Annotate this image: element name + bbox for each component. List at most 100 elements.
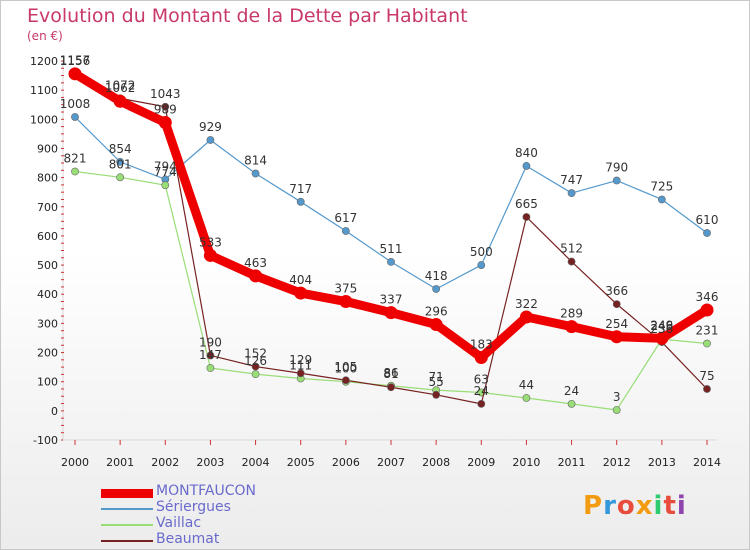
legend-swatch	[101, 488, 153, 498]
data-point	[522, 394, 531, 402]
y-tick-label: 400	[37, 288, 58, 301]
x-tick-label: 2014	[693, 456, 721, 469]
data-label: 183	[470, 337, 493, 351]
data-label: 463	[244, 256, 267, 270]
data-label: 111	[289, 358, 312, 372]
legend-label: Sériergues	[156, 499, 231, 515]
x-tick-label: 2006	[332, 456, 360, 469]
data-label: 801	[109, 157, 132, 171]
y-tick-label: 1200	[30, 55, 58, 68]
data-label: 337	[380, 293, 403, 307]
data-label: 511	[380, 242, 403, 256]
data-point	[387, 383, 395, 392]
data-label: 794	[154, 159, 177, 173]
data-point	[116, 157, 125, 166]
x-tick-label: 2007	[377, 456, 405, 469]
data-label: 1062	[105, 81, 136, 95]
data-point	[341, 227, 350, 235]
data-point	[296, 197, 305, 206]
data-label: 322	[515, 297, 538, 311]
data-label: 296	[425, 305, 448, 319]
data-point	[251, 370, 260, 379]
x-tick-label: 2011	[558, 456, 586, 469]
x-tick-label: 2005	[287, 456, 315, 469]
data-point	[612, 300, 621, 309]
x-tick-label: 2002	[151, 456, 179, 469]
data-point	[296, 369, 305, 378]
x-tick-label: 2013	[648, 456, 676, 469]
data-point	[161, 102, 170, 111]
data-label: 1043	[150, 87, 181, 101]
data-label: 821	[64, 151, 87, 165]
data-point	[116, 173, 125, 182]
data-label: 126	[244, 354, 267, 368]
legend-label: MONTFAUCON	[156, 483, 256, 499]
data-point	[474, 350, 488, 364]
data-point	[703, 229, 711, 237]
data-label: 71	[429, 370, 444, 384]
data-point	[655, 331, 669, 345]
data-label: 814	[244, 154, 267, 168]
data-label: 24	[474, 384, 489, 398]
data-label: 249	[650, 318, 673, 332]
y-tick-label: 600	[37, 230, 58, 243]
y-tick-label: 800	[37, 172, 58, 185]
x-tick-label: 2010	[512, 456, 540, 469]
data-point	[384, 306, 398, 320]
data-label: 1072	[105, 78, 136, 92]
data-label: 1156	[60, 54, 91, 68]
data-label: 717	[289, 182, 312, 196]
y-tick-label: 1000	[30, 113, 58, 126]
data-point	[251, 362, 260, 371]
data-point	[700, 303, 714, 317]
data-label: 63	[474, 372, 489, 386]
data-point	[161, 181, 170, 190]
proxiti-logo: Proxiti	[583, 491, 687, 521]
data-point	[158, 116, 172, 130]
data-label: 289	[560, 307, 583, 321]
y-tick-label: 300	[37, 317, 58, 330]
y-tick-label: 0	[51, 405, 58, 418]
x-tick-label: 2003	[196, 456, 224, 469]
data-point	[522, 213, 531, 221]
y-tick-label: 200	[37, 347, 58, 360]
y-tick-label: -100	[33, 434, 58, 447]
data-point	[567, 399, 576, 408]
data-point	[432, 390, 441, 399]
y-tick-label: 1100	[30, 84, 58, 97]
data-label: 617	[334, 211, 357, 225]
data-label: 1008	[60, 97, 91, 111]
data-point	[339, 295, 353, 309]
data-label: 929	[199, 120, 222, 134]
data-label: 190	[199, 335, 222, 349]
data-label: 665	[515, 197, 538, 211]
x-tick-label: 2009	[467, 456, 495, 469]
data-label: 1157	[60, 54, 91, 68]
data-point	[522, 162, 531, 170]
x-tick-label: 2012	[603, 456, 631, 469]
data-point	[565, 320, 579, 334]
data-point	[294, 286, 308, 300]
data-label: 747	[560, 173, 583, 187]
legend-label: Beaumat	[156, 531, 220, 547]
data-label: 147	[199, 348, 222, 362]
legend-swatch	[101, 524, 153, 526]
data-label: 236	[650, 322, 673, 336]
data-point	[249, 269, 263, 283]
x-tick-label: 2004	[242, 456, 270, 469]
data-label: 231	[696, 324, 719, 338]
data-point	[477, 399, 486, 408]
data-point	[203, 248, 217, 262]
data-point	[71, 113, 79, 121]
data-label: 790	[605, 161, 628, 175]
data-label: 725	[650, 179, 673, 193]
legend-label: Vaillac	[156, 515, 202, 531]
data-label: 366	[605, 284, 628, 298]
data-label: 75	[699, 369, 714, 383]
data-label: 346	[696, 290, 719, 304]
data-point	[432, 285, 441, 293]
chart-title: Evolution du Montant de la Dette par Hab…	[27, 5, 468, 27]
data-label: 86	[383, 366, 398, 380]
data-point	[657, 195, 666, 204]
